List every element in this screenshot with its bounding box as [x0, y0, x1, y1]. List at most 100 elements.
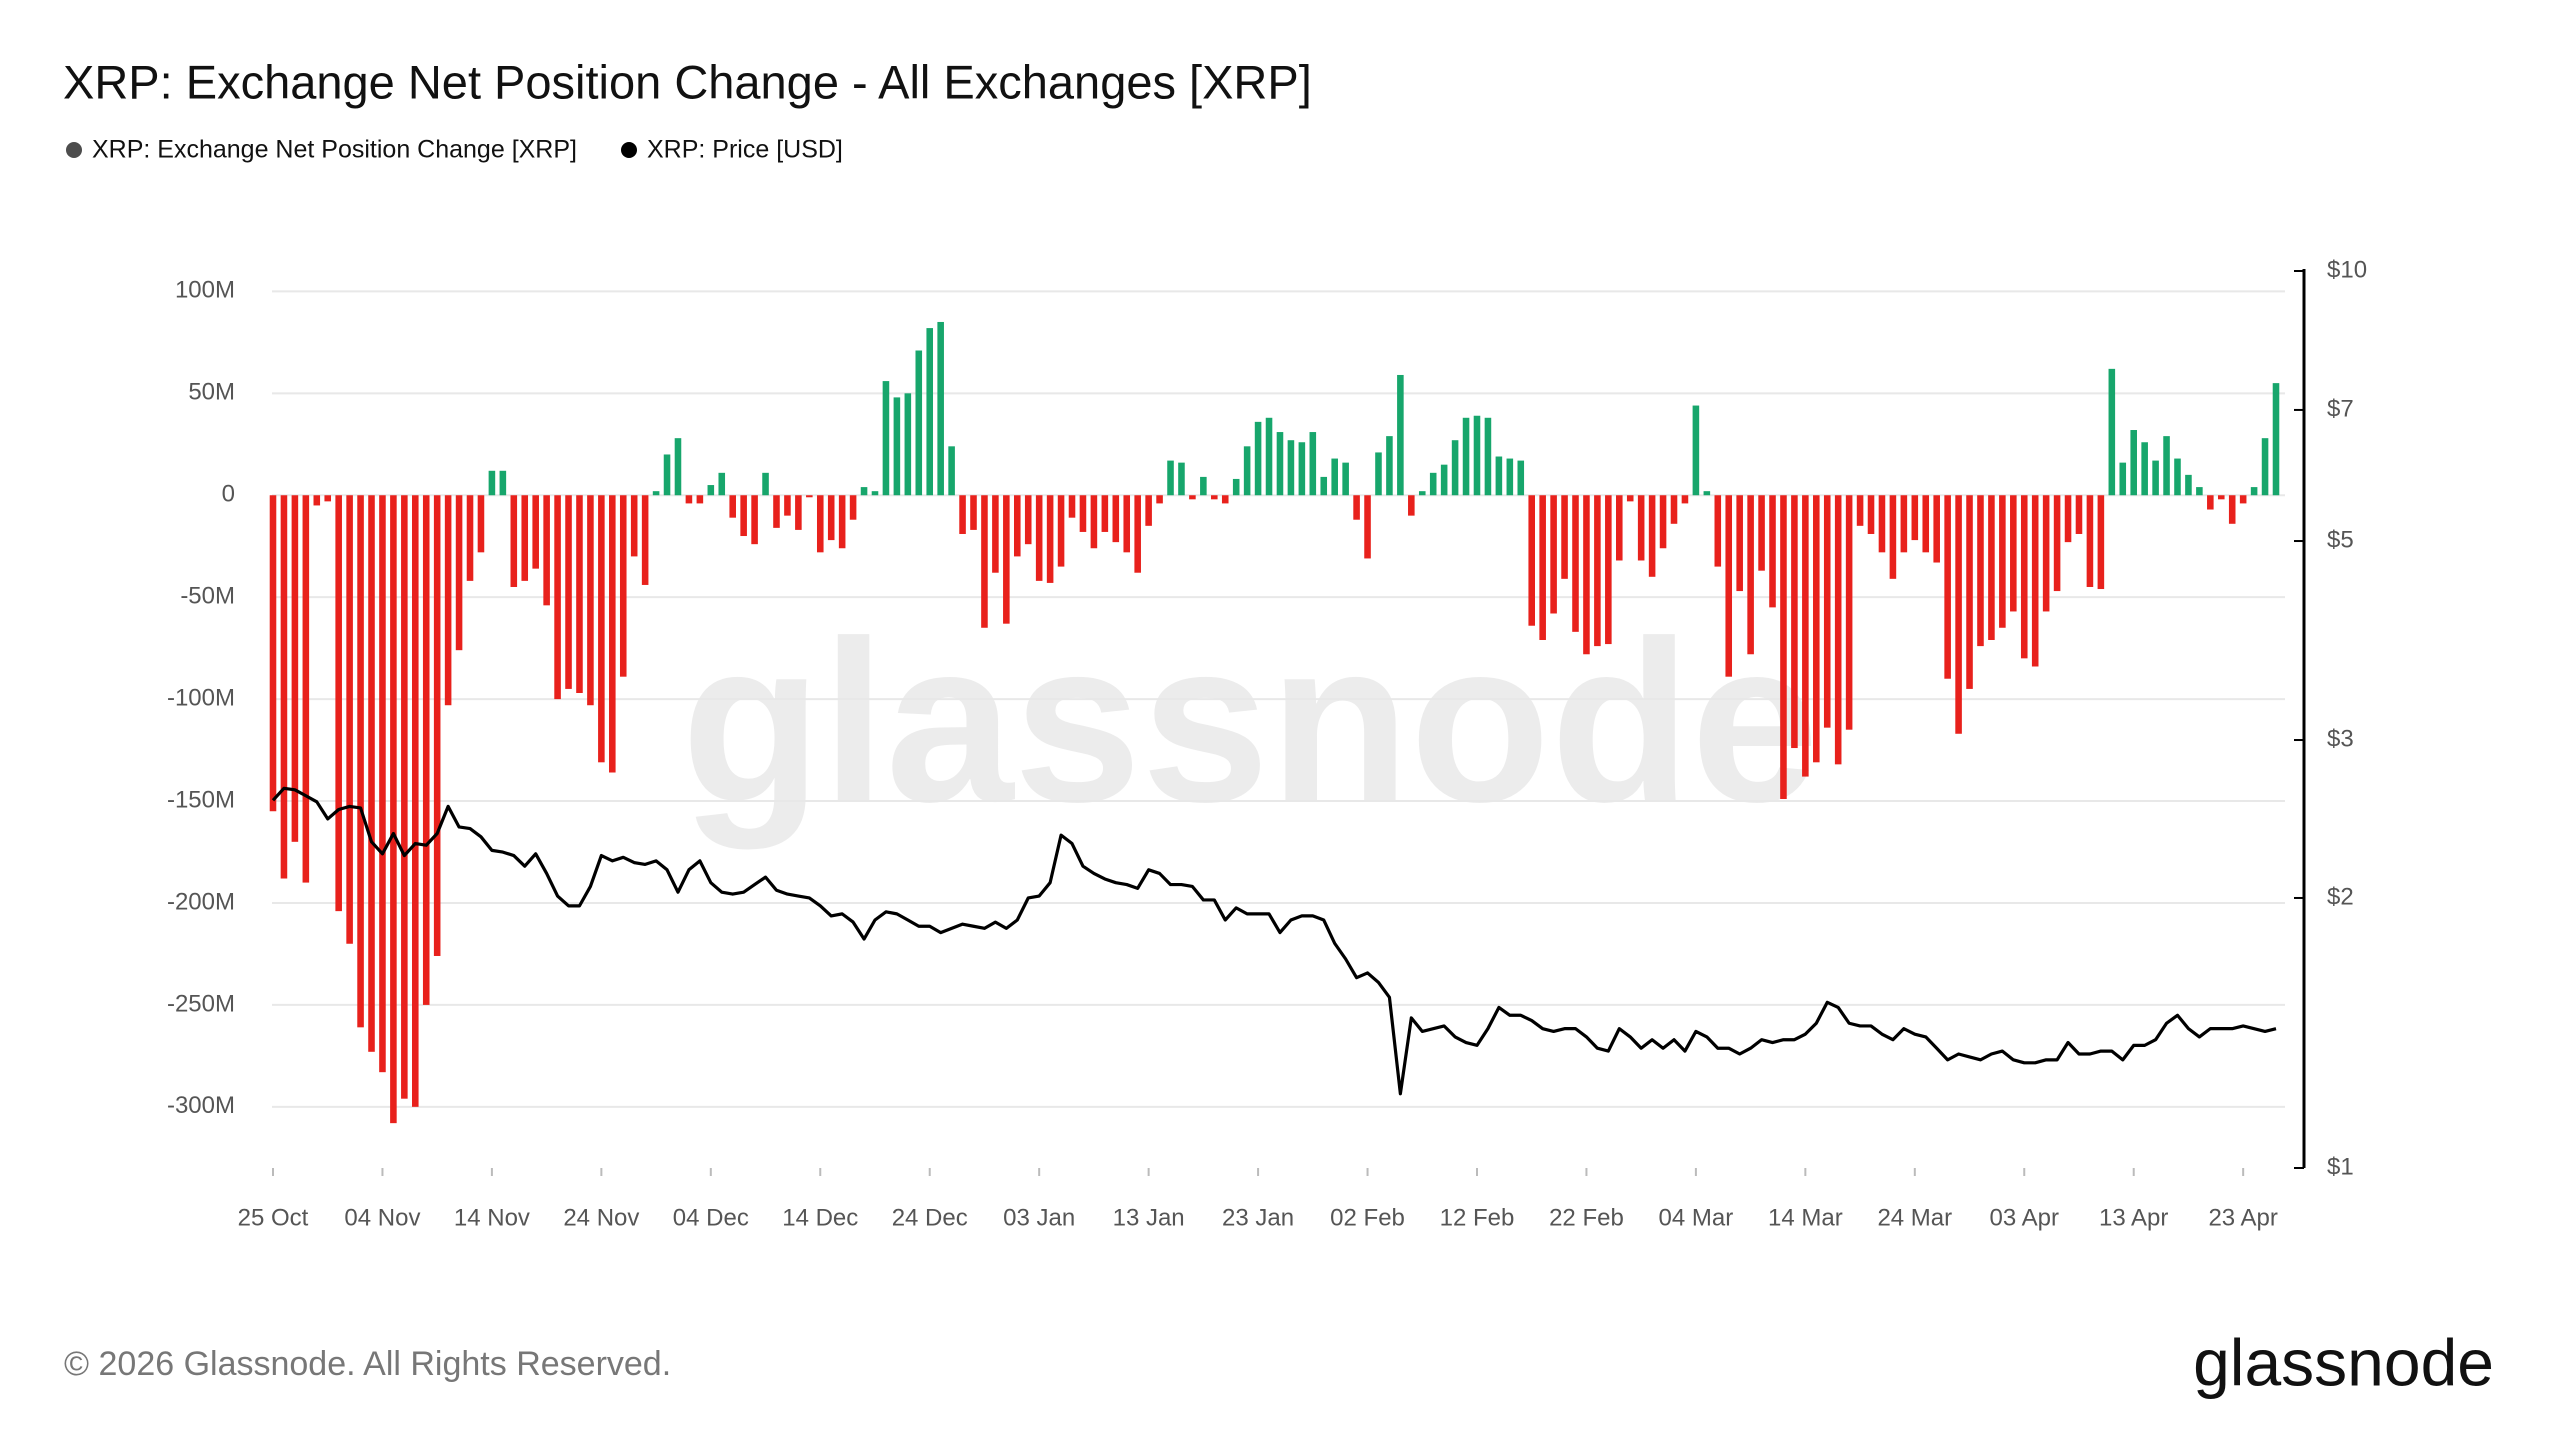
- bar: [2196, 487, 2203, 496]
- bar: [1451, 440, 1459, 496]
- bar: [1605, 495, 1612, 645]
- bar: [1342, 462, 1349, 496]
- bar: [587, 495, 594, 706]
- bar: [1167, 460, 1174, 496]
- bar: [1922, 495, 1930, 553]
- bar: [1714, 495, 1722, 567]
- bar: [882, 381, 890, 496]
- x-tick-label: 13 Apr: [2099, 1204, 2168, 1231]
- x-tick-label: 14 Dec: [782, 1204, 858, 1231]
- y2-tick-label: $3: [2327, 725, 2354, 752]
- bar: [871, 491, 879, 496]
- bar: [816, 495, 824, 553]
- y2-tick-label: $5: [2327, 526, 2354, 553]
- bar: [2261, 438, 2269, 496]
- bar: [1572, 495, 1579, 632]
- bar: [1254, 421, 1262, 496]
- bar: [641, 495, 649, 585]
- bar: [1867, 495, 1875, 534]
- bar: [2185, 474, 2192, 496]
- footer: © 2026 Glassnode. All Rights Reserved.: [64, 1345, 671, 1383]
- bar: [707, 485, 715, 496]
- bar: [1550, 495, 1557, 614]
- y-tick-label: -200M: [167, 888, 235, 915]
- bar: [2207, 495, 2214, 510]
- bar: [904, 393, 912, 496]
- bar: [2239, 495, 2247, 504]
- x-tick-label: 23 Apr: [2208, 1204, 2277, 1231]
- y-tick-label: -300M: [167, 1092, 235, 1119]
- bar: [1539, 495, 1546, 640]
- x-tick-label: 22 Feb: [1549, 1204, 1624, 1231]
- watermark: glassnode: [681, 593, 1819, 850]
- bar: [1495, 456, 1503, 496]
- bar: [357, 495, 364, 1028]
- bar: [466, 495, 474, 581]
- bar: [762, 472, 769, 496]
- logo: glassnode: [2193, 1325, 2494, 1399]
- bar: [1878, 495, 1886, 553]
- x-tick-label: 12 Feb: [1440, 1204, 1515, 1231]
- price-line: [271, 786, 2277, 1096]
- bar: [926, 328, 934, 496]
- bar: [2228, 495, 2236, 524]
- x-tick-label: 13 Jan: [1113, 1204, 1185, 1231]
- bar: [1287, 440, 1295, 496]
- y2-tick-label: $2: [2327, 883, 2354, 910]
- bar: [1189, 495, 1196, 500]
- y2-tick-label: $10: [2327, 256, 2367, 283]
- bar: [1134, 495, 1141, 573]
- bar: [773, 495, 780, 528]
- x-tick-label: 04 Dec: [673, 1204, 749, 1231]
- bar: [630, 495, 638, 557]
- bar: [1211, 495, 1218, 500]
- bar: [860, 487, 868, 496]
- bar: [2141, 442, 2148, 496]
- bar: [1418, 491, 1426, 496]
- bar: [1780, 495, 1787, 800]
- bar: [663, 454, 671, 496]
- bar: [1484, 417, 1492, 496]
- bar: [477, 495, 485, 553]
- bar: [2119, 462, 2127, 496]
- bar: [838, 495, 846, 549]
- y2-tick-label: $1: [2327, 1153, 2354, 1180]
- x-tick-label: 14 Nov: [454, 1204, 530, 1231]
- bar: [1747, 495, 1754, 655]
- bar: [1014, 495, 1021, 557]
- legend-marker: [621, 142, 637, 158]
- bar: [1769, 495, 1776, 608]
- bar: [1079, 495, 1087, 532]
- bar: [598, 495, 605, 763]
- bar: [827, 495, 835, 541]
- bar: [1791, 495, 1798, 749]
- bar: [2042, 495, 2050, 612]
- bar: [1736, 495, 1743, 592]
- bar: [1068, 495, 1076, 518]
- y-tick-label: -100M: [167, 684, 235, 711]
- bar: [1889, 495, 1897, 579]
- y-tick-label: -250M: [167, 990, 235, 1017]
- x-tick-label: 24 Dec: [892, 1204, 968, 1231]
- bar: [510, 495, 518, 587]
- bar: [1506, 458, 1514, 496]
- bar: [1999, 495, 2006, 628]
- x-tick-label: 03 Apr: [1990, 1204, 2059, 1231]
- bar: [280, 495, 288, 879]
- bar: [335, 495, 342, 912]
- bar: [1003, 495, 1010, 624]
- bar: [696, 495, 704, 504]
- bar: [2217, 495, 2225, 500]
- bar: [893, 397, 901, 496]
- bar: [849, 495, 857, 520]
- bar: [2086, 495, 2094, 587]
- bar: [795, 495, 802, 530]
- bar: [2010, 495, 2017, 612]
- bar: [1594, 495, 1601, 647]
- bar: [1178, 462, 1185, 496]
- bar: [1681, 495, 1689, 504]
- bar: [1145, 495, 1152, 526]
- bar: [1101, 495, 1109, 532]
- x-tick-label: 25 Oct: [238, 1204, 309, 1231]
